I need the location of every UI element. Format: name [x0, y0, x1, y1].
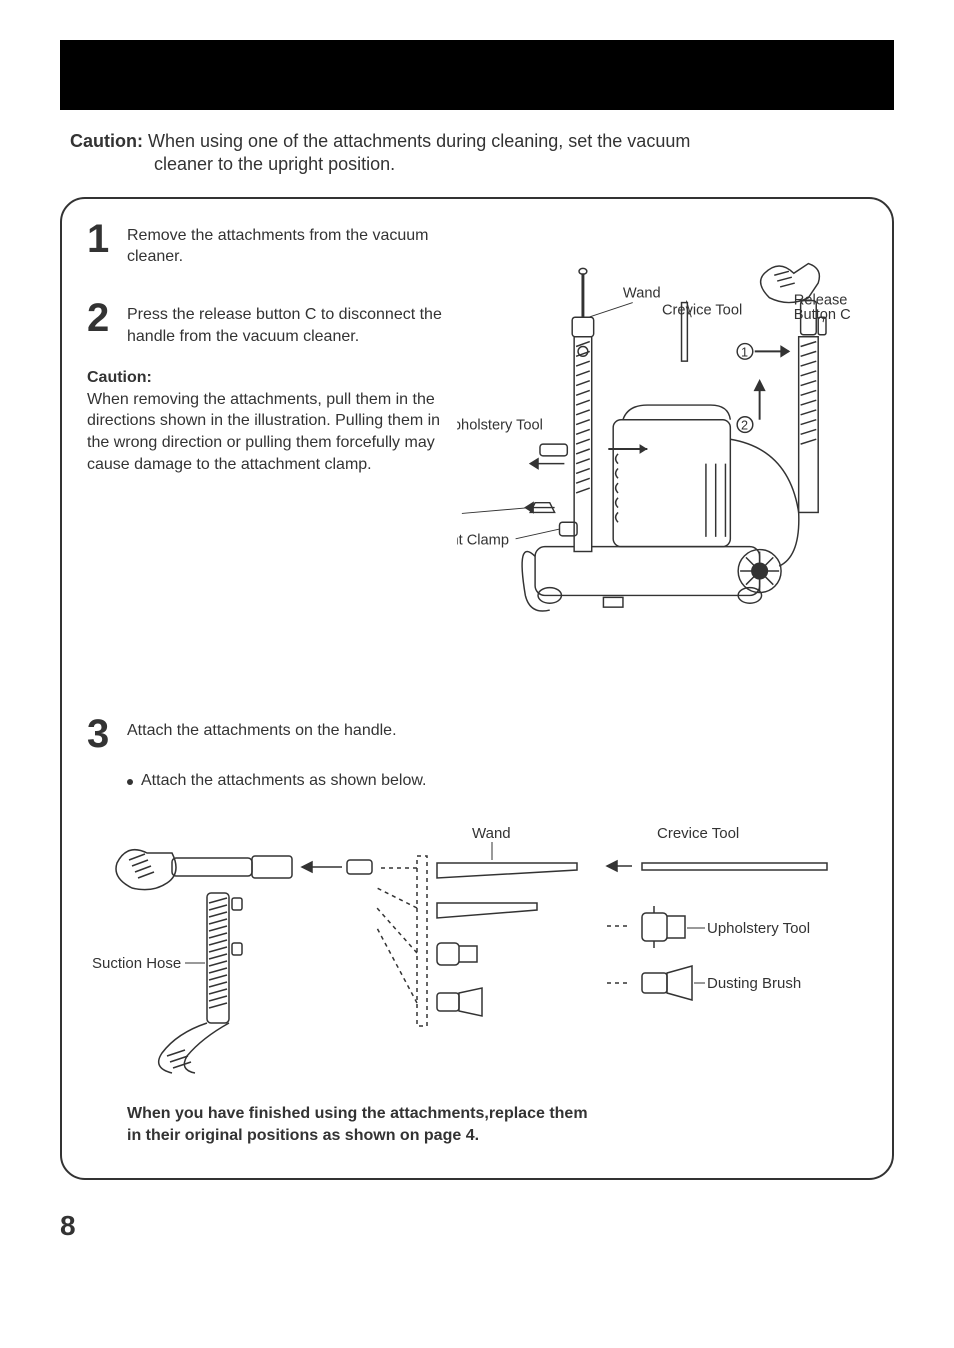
label-wand: Wand [623, 285, 661, 301]
content-box: 1 Remove the attachments from the vacuum… [60, 197, 894, 1180]
label-crevice-tool-2: Crevice Tool [657, 825, 739, 842]
label-release-button-c-2: Button C [794, 307, 851, 323]
manual-page: Caution: When using one of the attachmen… [0, 0, 954, 1282]
bullet-text: Attach the attachments as shown below. [141, 772, 427, 790]
header-bar [60, 40, 894, 110]
final-note-line2: in their original positions as shown on … [127, 1125, 867, 1147]
bullet-dot-icon [127, 779, 133, 785]
label-crevice-tool: Crevice Tool [662, 302, 742, 318]
caution-text-1: When using one of the attachments during… [148, 131, 690, 151]
label-wand-2: Wand [472, 825, 511, 842]
inner-caution: Caution: When removing the attachments, … [87, 367, 457, 475]
bullet-row: Attach the attachments as shown below. [127, 772, 867, 790]
step-3: 3 Attach the attachments on the handle. [87, 714, 867, 754]
label-attachment-clamp: Attachment Clamp [457, 532, 509, 548]
label-upholstery-tool-2: Upholstery Tool [707, 920, 810, 937]
diagram-1-container: Wand Crevice Tool Release Button C Uphol… [457, 219, 867, 684]
step-3-section: 3 Attach the attachments on the handle. … [87, 714, 867, 1148]
final-note-line1: When you have finished using the attachm… [127, 1103, 867, 1125]
caution-header: Caution: When using one of the attachmen… [60, 130, 894, 177]
inner-caution-label: Caution: [87, 367, 457, 389]
step-2: 2 Press the release button C to disconne… [87, 298, 457, 347]
attachments-diagram-icon: Wand Crevice Tool Upholstery Tool Dustin… [87, 798, 867, 1078]
label-dusting-brush-2: Dusting Brush [707, 975, 801, 992]
top-section: 1 Remove the attachments from the vacuum… [87, 219, 867, 684]
label-suction-hose: Suction Hose [92, 955, 181, 972]
steps-left: 1 Remove the attachments from the vacuum… [87, 219, 457, 684]
step-2-text: Press the release button C to disconnect… [127, 298, 457, 347]
step-3-text: Attach the attachments on the handle. [127, 714, 397, 742]
inner-caution-text: When removing the attachments, pull them… [87, 389, 457, 475]
step-3-number: 3 [87, 714, 115, 754]
step-1-number: 1 [87, 219, 115, 259]
page-number: 8 [60, 1210, 894, 1242]
label-upholstery-tool: Upholstery Tool [457, 417, 543, 433]
caution-label: Caution: [70, 131, 143, 151]
circle-2: 2 [741, 418, 748, 432]
final-note: When you have finished using the attachm… [127, 1103, 867, 1148]
circle-1: 1 [741, 345, 748, 359]
step-1: 1 Remove the attachments from the vacuum… [87, 219, 457, 268]
vacuum-diagram-icon: Wand Crevice Tool Release Button C Uphol… [457, 219, 867, 679]
step-2-number: 2 [87, 298, 115, 338]
caution-text-2: cleaner to the upright position. [154, 153, 395, 176]
step-1-text: Remove the attachments from the vacuum c… [127, 219, 457, 268]
label-release-button-c-1: Release [794, 292, 848, 308]
